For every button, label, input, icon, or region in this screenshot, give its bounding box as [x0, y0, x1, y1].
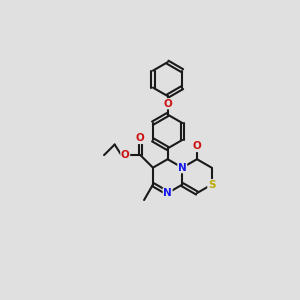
- Text: S: S: [208, 180, 215, 190]
- Text: O: O: [193, 142, 201, 152]
- Text: O: O: [121, 150, 130, 160]
- Text: N: N: [163, 188, 172, 198]
- Text: O: O: [163, 99, 172, 109]
- Text: N: N: [178, 163, 187, 173]
- Text: O: O: [136, 134, 145, 143]
